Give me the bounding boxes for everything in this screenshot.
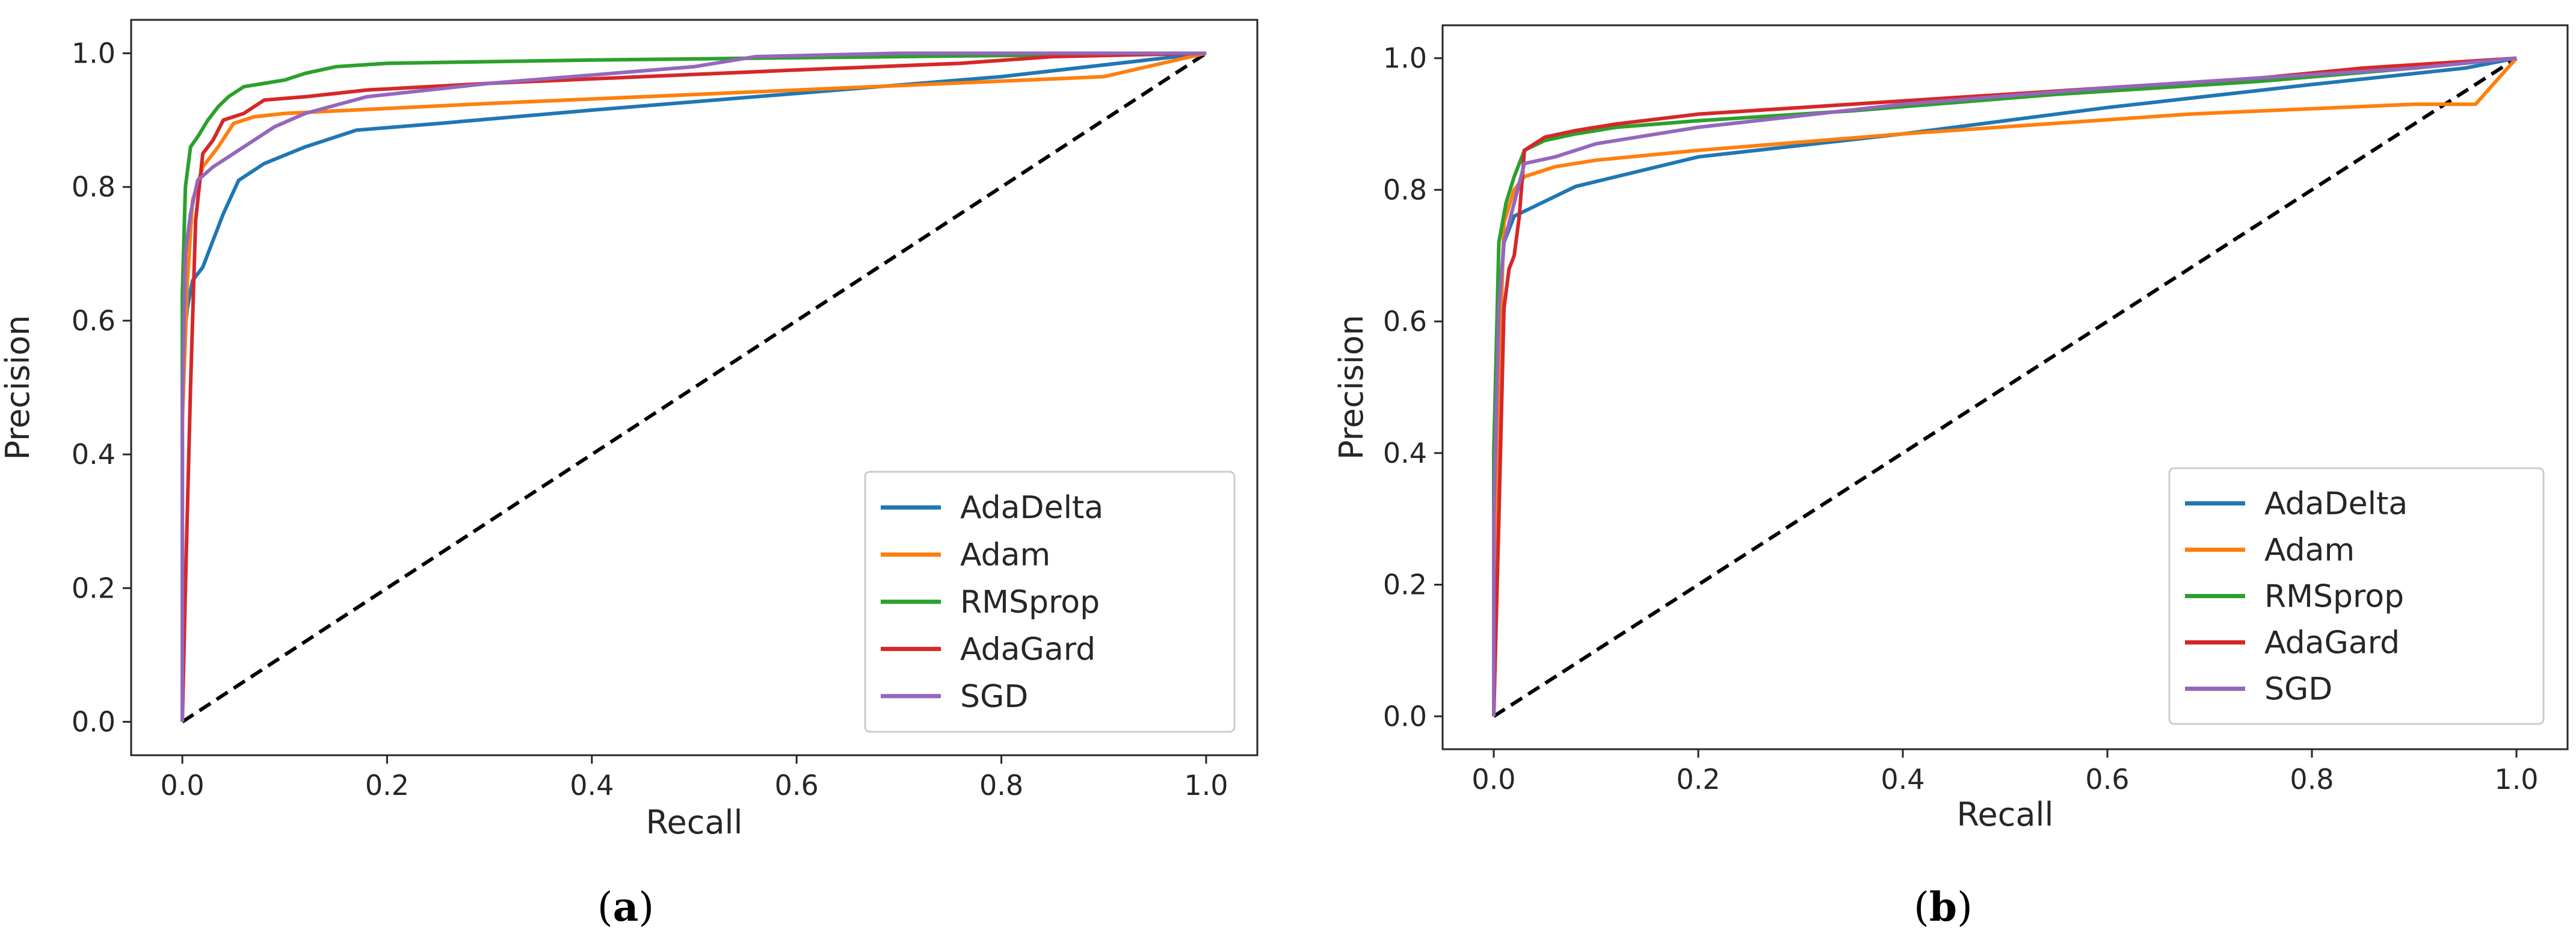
svg-text:(b): (b) [1914,883,1973,930]
x-tick-label: 0.2 [365,769,409,802]
series-line-rmsprop [180,51,1206,722]
legend-label-rmsprop: RMSprop [960,584,1100,620]
axes-frame-a [130,19,1259,756]
series-line-adagard [180,51,1206,722]
x-tick-label: 0.4 [570,769,614,802]
legend-label-sgd: SGD [960,679,1028,715]
y-tick-label: 1.0 [1383,42,1427,75]
y-tick-label: 0.8 [1383,173,1427,206]
y-tick-label: 0.0 [72,705,116,738]
y-tick-label: 0.2 [1383,569,1427,601]
x-tick-label: 0.0 [1471,763,1515,796]
x-tick-label: 0.4 [1881,763,1924,796]
caption-b: (b) [1914,883,1973,930]
y-tick-label: 0.4 [72,438,116,471]
x-tick-label: 0.2 [1676,763,1720,796]
x-axis-label: Recall [1956,796,2053,833]
diagonal-reference-line [1493,57,2518,718]
x-tick-label: 0.0 [161,769,205,802]
caption-a-letter: a [613,883,639,930]
legend-label-adam: Adam [960,537,1050,573]
x-tick-label: 0.8 [2290,763,2334,796]
axes-frame-b [1441,24,2569,750]
x-tick-label: 0.6 [775,769,819,802]
x-tick-label: 0.8 [979,769,1023,802]
legend-box-a [864,471,1236,733]
series-line-sgd [1492,56,2517,717]
y-tick-label: 0.2 [72,572,116,604]
y-axis-label: Precision [0,315,37,460]
legend-label-adadelta: AdaDelta [960,490,1103,526]
series-line-rmsprop [1492,56,2517,717]
x-tick-label: 1.0 [1184,769,1228,802]
legend-label-adadelta: AdaDelta [2264,486,2408,522]
legend-label-adagard: AdaGard [2264,625,2400,661]
svg-text:(a): (a) [597,883,654,930]
y-tick-label: 0.6 [72,304,116,337]
caption-b-open: ( [1914,884,1929,930]
caption-a-close: ) [638,884,654,930]
x-axis-label: Recall [646,803,742,841]
caption-a-open: ( [597,884,613,930]
legend-label-sgd: SGD [2264,672,2332,708]
x-tick-label: 1.0 [2494,763,2538,796]
series-line-adam [180,51,1207,722]
legend-label-rmsprop: RMSprop [2264,579,2404,615]
y-tick-label: 0.4 [1383,437,1427,469]
caption-b-letter: b [1929,883,1957,930]
y-tick-label: 0.6 [1383,305,1427,338]
caption-a: (a) [597,883,654,930]
y-tick-label: 0.0 [1383,700,1427,732]
legend-label-adagard: AdaGard [960,631,1095,667]
legend-label-adam: Adam [2264,533,2355,569]
panel-a: 0.0 0.2 0.4 0.6 0.8 1.0 0.0 0.2 0.4 0.6 0.8 1.0 Reca… [0,19,1259,841]
legend-box-b [2168,467,2545,725]
series-line-adadelta [180,51,1207,722]
caption-b-close: ) [1957,884,1973,930]
panel-b: 0.0 0.2 0.4 0.6 0.8 1.0 0.0 0.2 0.4 0.6 0.8 1.0 Reca… [1333,24,2569,833]
y-axis-label: Precision [1333,315,1370,460]
series-line-sgd [180,51,1206,722]
y-tick-label: 0.8 [72,171,116,203]
y-tick-label: 1.0 [72,37,116,70]
x-tick-label: 0.6 [2085,763,2129,796]
